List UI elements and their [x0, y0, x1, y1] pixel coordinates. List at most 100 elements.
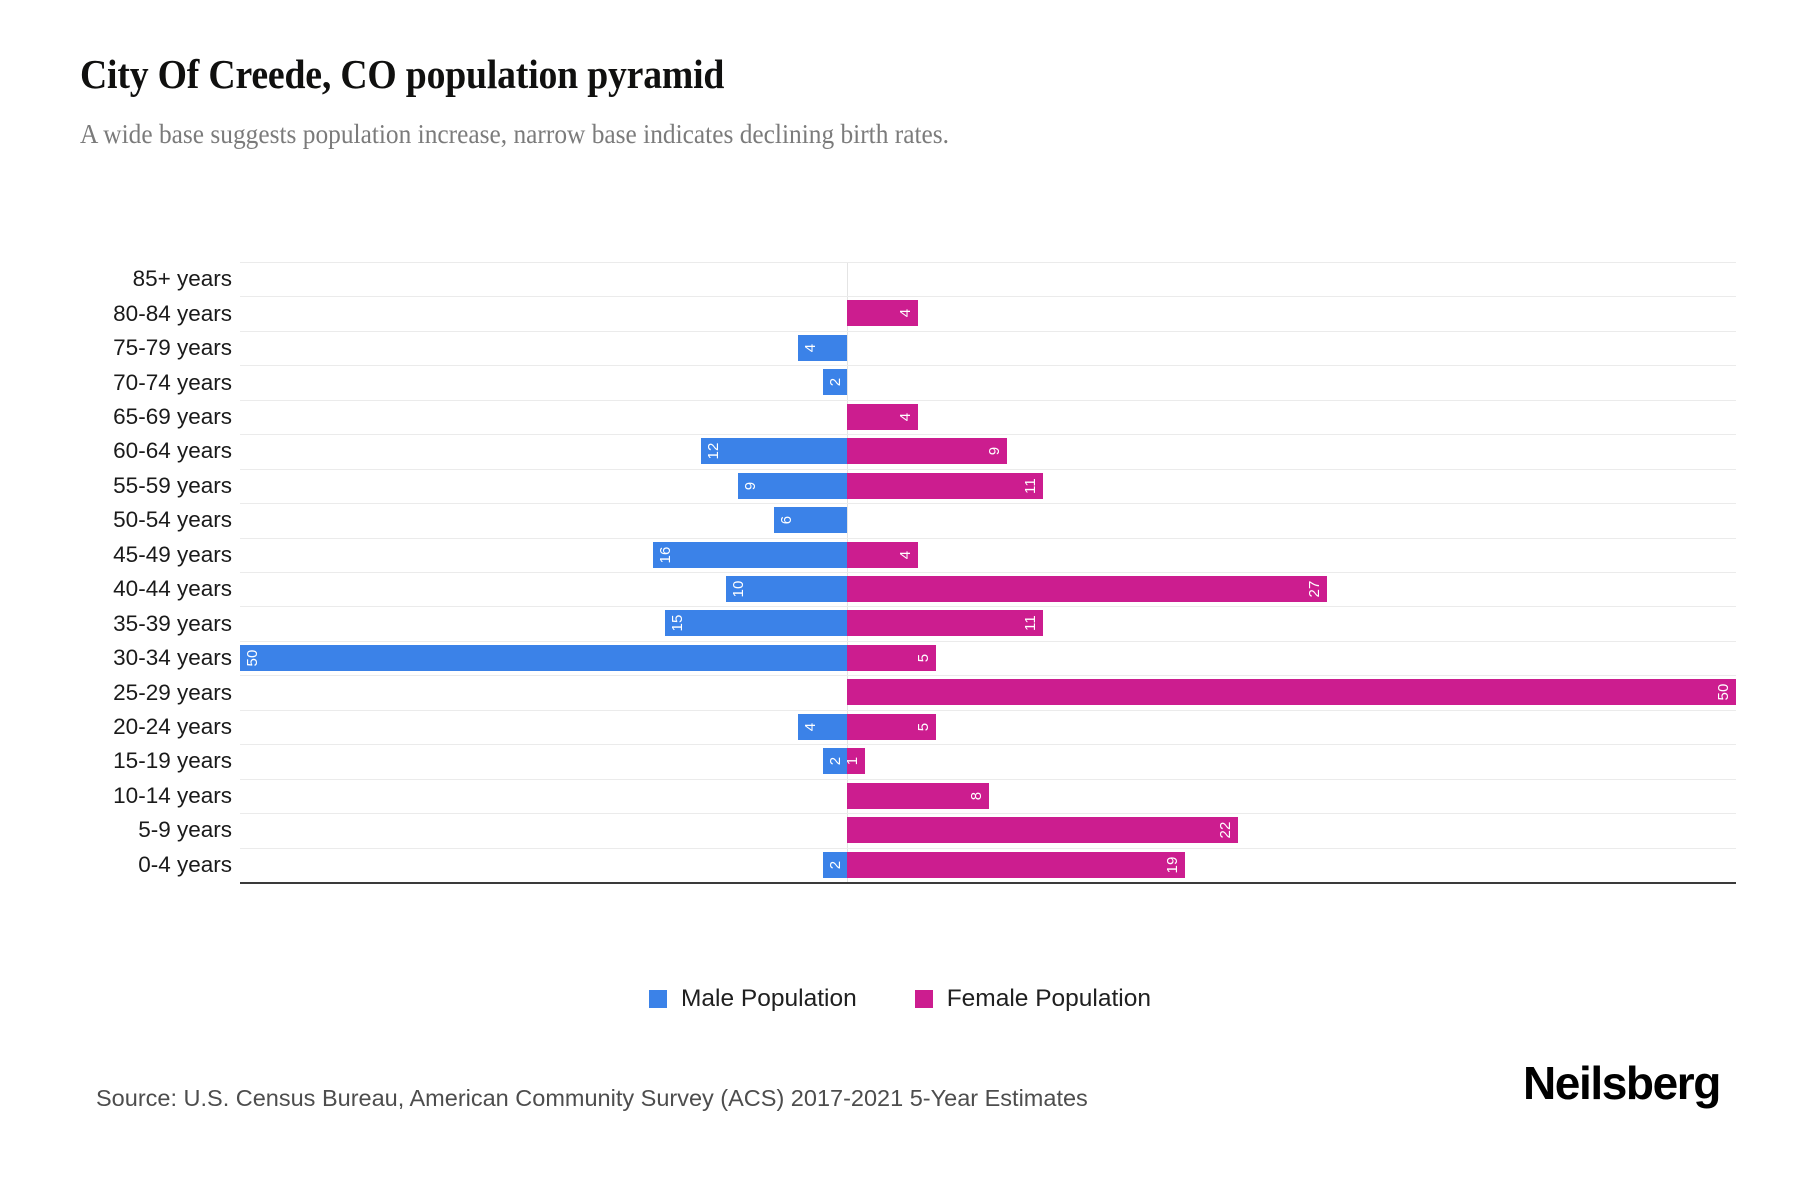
y-axis-label: 0-4 years [138, 851, 232, 877]
bar-male[interactable]: 4 [798, 334, 847, 361]
bar-male[interactable]: 16 [652, 541, 847, 568]
gridline [240, 744, 1736, 745]
bar-female[interactable]: 11 [847, 610, 1043, 637]
legend-label-male: Male Population [681, 985, 857, 1012]
bar-male[interactable]: 2 [822, 851, 847, 878]
bar-value-label: 19 [1163, 856, 1181, 874]
bar-female[interactable]: 5 [847, 713, 936, 740]
gridline [240, 296, 1736, 297]
y-axis-label: 35-39 years [113, 610, 232, 636]
bar-value-label: 27 [1306, 580, 1324, 598]
chart-subtitle: A wide base suggests population increase… [80, 118, 950, 149]
legend-swatch-female-icon [914, 990, 933, 1008]
bar-male[interactable]: 9 [737, 472, 847, 499]
bar-female[interactable]: 22 [847, 817, 1239, 844]
y-axis-label: 25-29 years [113, 679, 232, 705]
bar-male[interactable]: 4 [798, 713, 847, 740]
bar-value-label: 4 [802, 722, 820, 732]
y-axis-label: 65-69 years [113, 404, 232, 429]
bar-female[interactable]: 50 [847, 679, 1736, 706]
y-axis-label: 85+ years [132, 266, 232, 292]
chart-row: 2 19 [240, 848, 1736, 882]
gridline [240, 365, 1736, 366]
y-axis-label: 45-49 years [113, 541, 232, 567]
y-axis-label: 10-14 years [113, 782, 232, 808]
bar-female[interactable]: 1 [844, 748, 865, 775]
gridline [240, 262, 1736, 263]
gridline [240, 813, 1736, 814]
bar-value-label: 11 [1021, 615, 1039, 632]
chart-row: 2 [240, 365, 1736, 399]
y-axis-label: 40-44 years [113, 576, 232, 602]
plot-area: 85+ years 80-84 years 75-79 years 70-74 yea… [0, 262, 1800, 917]
bar-male[interactable]: 10 [725, 576, 847, 602]
chart-row: 8 [240, 779, 1736, 813]
gridline [240, 572, 1736, 573]
bar-female[interactable]: 4 [847, 403, 919, 430]
bar-male[interactable]: 12 [701, 438, 847, 465]
bar-male[interactable]: 2 [822, 369, 847, 396]
chart-row: 15 11 [240, 606, 1736, 640]
bar-female[interactable]: 4 [847, 541, 919, 568]
bar-value-label: 8 [968, 791, 986, 800]
y-axis-label: 30-34 years [113, 645, 232, 671]
y-axis-label: 70-74 years [113, 369, 232, 395]
bar-female[interactable]: 9 [847, 438, 1008, 465]
bar-female[interactable]: 5 [847, 644, 936, 671]
legend-item-female[interactable]: Female Population [914, 985, 1151, 1013]
gridline [240, 710, 1736, 711]
legend-item-male[interactable]: Male Population [649, 985, 857, 1013]
bar-female[interactable]: 8 [847, 782, 990, 809]
page-title: City Of Creede, CO population pyramid [80, 51, 725, 97]
bar-male[interactable]: 6 [774, 507, 847, 534]
bar-male[interactable]: 50 [240, 644, 847, 671]
gridline [240, 400, 1736, 401]
source-note: Source: U.S. Census Bureau, American Com… [96, 1085, 1088, 1111]
chart-row [240, 262, 1736, 296]
gridline [240, 641, 1736, 642]
gridline [240, 848, 1736, 849]
bar-value-label: 2 [826, 756, 844, 766]
gridline [240, 675, 1736, 676]
bar-value-label: 10 [729, 580, 747, 598]
y-axis-label: 80-84 years [113, 300, 232, 326]
bar-value-label: 11 [1021, 477, 1039, 494]
gridline [240, 331, 1736, 332]
bar-value-label: 4 [897, 412, 915, 422]
legend-label-female: Female Population [946, 985, 1151, 1012]
bar-value-label: 5 [914, 653, 932, 663]
bar-value-label: 5 [914, 722, 932, 732]
bar-female[interactable]: 19 [847, 851, 1185, 878]
gridline [240, 469, 1736, 470]
chart-row: 16 4 [240, 538, 1736, 572]
y-axis-label: 50-54 years [113, 507, 232, 533]
gridlines [240, 262, 1736, 882]
y-axis-label: 55-59 years [113, 472, 232, 498]
chart-row: 22 [240, 813, 1736, 847]
bar-male[interactable]: 2 [822, 748, 847, 775]
chart-row: 4 [240, 400, 1736, 434]
y-axis-label: 60-64 years [113, 438, 232, 464]
chart-row: 50 [240, 675, 1736, 709]
y-axis-labels: 85+ years 80-84 years 75-79 years 70-74 yea… [0, 262, 232, 882]
bar-male[interactable]: 15 [664, 610, 847, 637]
bar-value-label: 4 [897, 309, 915, 318]
gridline [240, 434, 1736, 435]
bar-value-label: 15 [668, 614, 686, 632]
bar-value-label: 22 [1217, 821, 1235, 839]
bar-value-label: 50 [244, 649, 261, 667]
gridline [240, 779, 1736, 780]
chart-row: 4 [240, 296, 1736, 330]
bar-value-label: 4 [802, 343, 820, 353]
chart-header: City Of Creede, CO population pyramid A … [80, 51, 1720, 150]
chart-row: 9 11 [240, 469, 1736, 503]
bar-female[interactable]: 27 [847, 576, 1328, 602]
bar-female[interactable]: 11 [847, 472, 1043, 499]
bar-value-label: 12 [705, 442, 723, 460]
bar-value-label: 2 [826, 378, 844, 387]
gridline [240, 606, 1736, 607]
y-axis-label: 15-19 years [113, 748, 232, 774]
y-axis-label: 5-9 years [138, 817, 232, 843]
bar-female[interactable]: 4 [847, 300, 919, 327]
